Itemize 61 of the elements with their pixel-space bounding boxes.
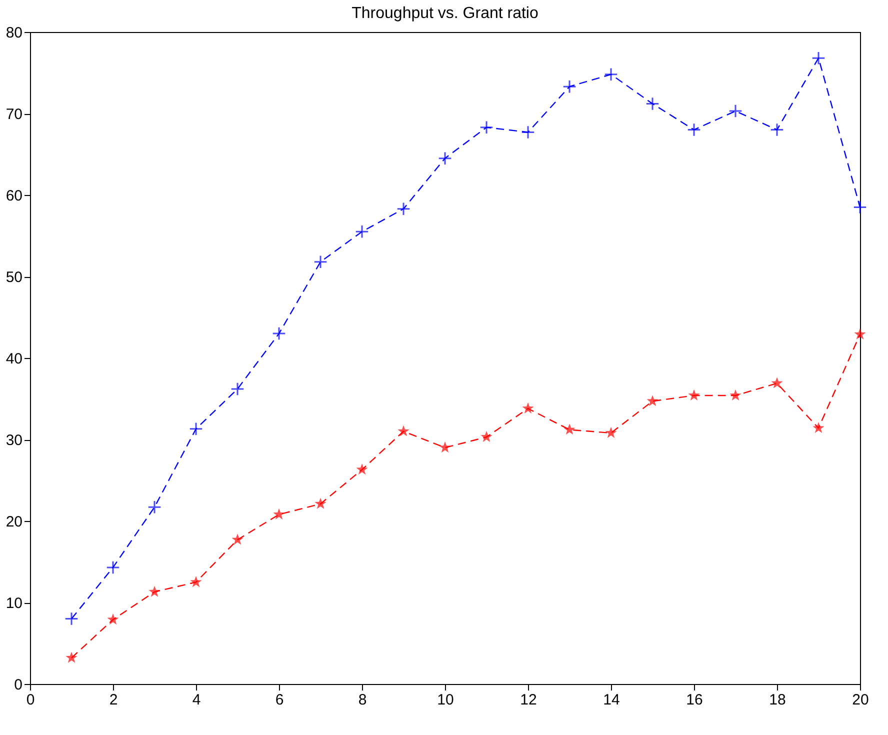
x-tick-label: 16 (686, 692, 703, 708)
y-tick-label: 70 (6, 106, 22, 123)
point (480, 430, 492, 442)
point (480, 120, 494, 134)
point (148, 500, 162, 514)
point (564, 424, 576, 435)
point (730, 389, 742, 400)
point (314, 254, 328, 269)
point (605, 426, 617, 438)
x-tick-label: 18 (769, 692, 786, 708)
point (107, 613, 119, 625)
point (314, 498, 326, 509)
point (66, 652, 78, 663)
x-tick-label: 10 (437, 692, 454, 708)
x-tick-label: 12 (520, 692, 537, 708)
y-tick-label: 80 (6, 24, 22, 42)
point (64, 612, 78, 626)
point (148, 586, 160, 597)
y-tick-label: 30 (6, 432, 22, 449)
point (771, 377, 783, 388)
point (189, 422, 203, 436)
point (438, 151, 452, 166)
y-tick-label: 50 (6, 269, 22, 286)
y-tick-label: 10 (6, 595, 22, 612)
point (106, 560, 120, 574)
point (521, 125, 535, 140)
point (190, 576, 202, 588)
point (230, 382, 244, 396)
y-tick-label: 40 (6, 350, 22, 368)
x-tick-label: 4 (192, 692, 201, 708)
point (853, 200, 867, 214)
point (232, 534, 244, 545)
point (272, 326, 286, 340)
point (355, 224, 369, 239)
y-tick-label: 0 (14, 676, 22, 694)
y-tick-label: 60 (6, 188, 22, 204)
point (687, 122, 701, 137)
point (812, 51, 826, 65)
point (396, 202, 410, 216)
point (688, 389, 700, 400)
x-tick-label: 2 (109, 692, 118, 708)
x-tick-label: 8 (358, 692, 367, 708)
point (728, 104, 742, 118)
x-tick-label: 0 (26, 692, 35, 708)
x-tick-label: 20 (852, 692, 869, 708)
point (356, 464, 368, 475)
point (398, 425, 410, 436)
point (646, 96, 660, 111)
point (273, 508, 285, 520)
x-tick-label: 6 (275, 692, 284, 708)
point (812, 422, 824, 434)
point (854, 328, 866, 340)
point (522, 402, 534, 414)
x-tick-label: 14 (603, 692, 620, 708)
y-tick-label: 20 (6, 514, 22, 530)
chart-title: Throughput vs. Grant ratio (352, 5, 538, 22)
point (770, 122, 784, 137)
point (562, 80, 576, 94)
point (646, 395, 658, 406)
point (604, 68, 618, 82)
point (439, 442, 451, 453)
